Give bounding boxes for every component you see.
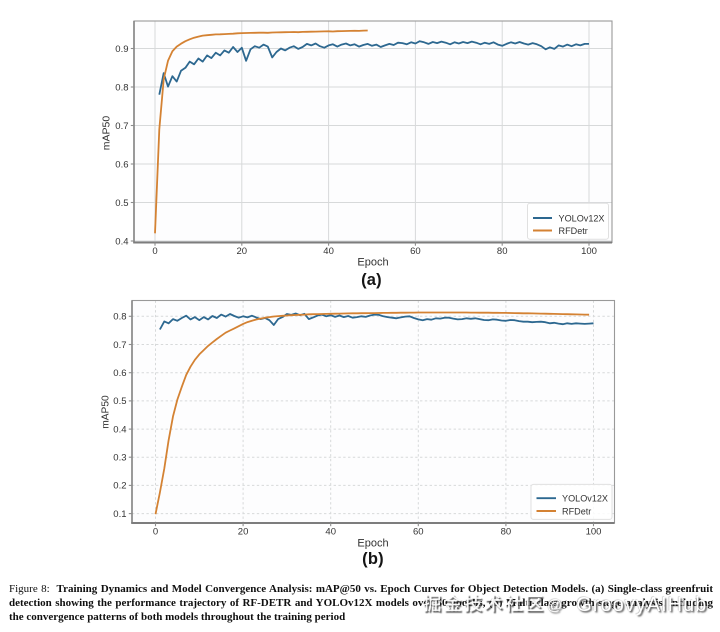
svg-text:0.5: 0.5	[113, 396, 126, 407]
svg-text:20: 20	[237, 246, 248, 257]
svg-text:80: 80	[497, 246, 508, 257]
svg-text:0.8: 0.8	[113, 312, 126, 323]
svg-text:0.2: 0.2	[113, 481, 126, 492]
svg-text:(b): (b)	[362, 550, 384, 568]
svg-text:0.5: 0.5	[115, 198, 128, 209]
svg-text:0: 0	[153, 527, 158, 538]
svg-text:YOLOv12X: YOLOv12X	[559, 213, 605, 223]
svg-text:0.3: 0.3	[113, 453, 126, 464]
svg-text:0.1: 0.1	[113, 509, 126, 520]
svg-text:0.4: 0.4	[113, 424, 126, 435]
svg-text:0.9: 0.9	[115, 44, 128, 55]
svg-text:60: 60	[410, 246, 421, 257]
svg-text:20: 20	[238, 527, 249, 538]
svg-text:0.7: 0.7	[115, 121, 128, 132]
svg-text:80: 80	[501, 527, 512, 538]
svg-text:mAP50: mAP50	[101, 116, 113, 151]
svg-text:100: 100	[586, 527, 602, 538]
svg-text:mAP50: mAP50	[101, 395, 112, 429]
svg-text:0.4: 0.4	[115, 236, 128, 247]
svg-text:60: 60	[413, 527, 424, 538]
svg-text:40: 40	[325, 527, 336, 538]
svg-text:100: 100	[581, 246, 597, 257]
svg-text:0.6: 0.6	[113, 368, 126, 379]
svg-text:0: 0	[152, 246, 157, 257]
svg-text:(a): (a)	[361, 271, 382, 289]
svg-text:0.6: 0.6	[115, 159, 128, 170]
svg-text:YOLOv12X: YOLOv12X	[562, 494, 608, 504]
svg-text:40: 40	[323, 246, 334, 257]
svg-text:Epoch: Epoch	[357, 538, 388, 550]
svg-text:0.7: 0.7	[113, 340, 126, 351]
svg-text:RFDetr: RFDetr	[559, 226, 588, 236]
svg-text:Epoch: Epoch	[357, 257, 388, 269]
svg-text:0.8: 0.8	[115, 82, 128, 93]
svg-text:RFDetr: RFDetr	[562, 506, 591, 516]
